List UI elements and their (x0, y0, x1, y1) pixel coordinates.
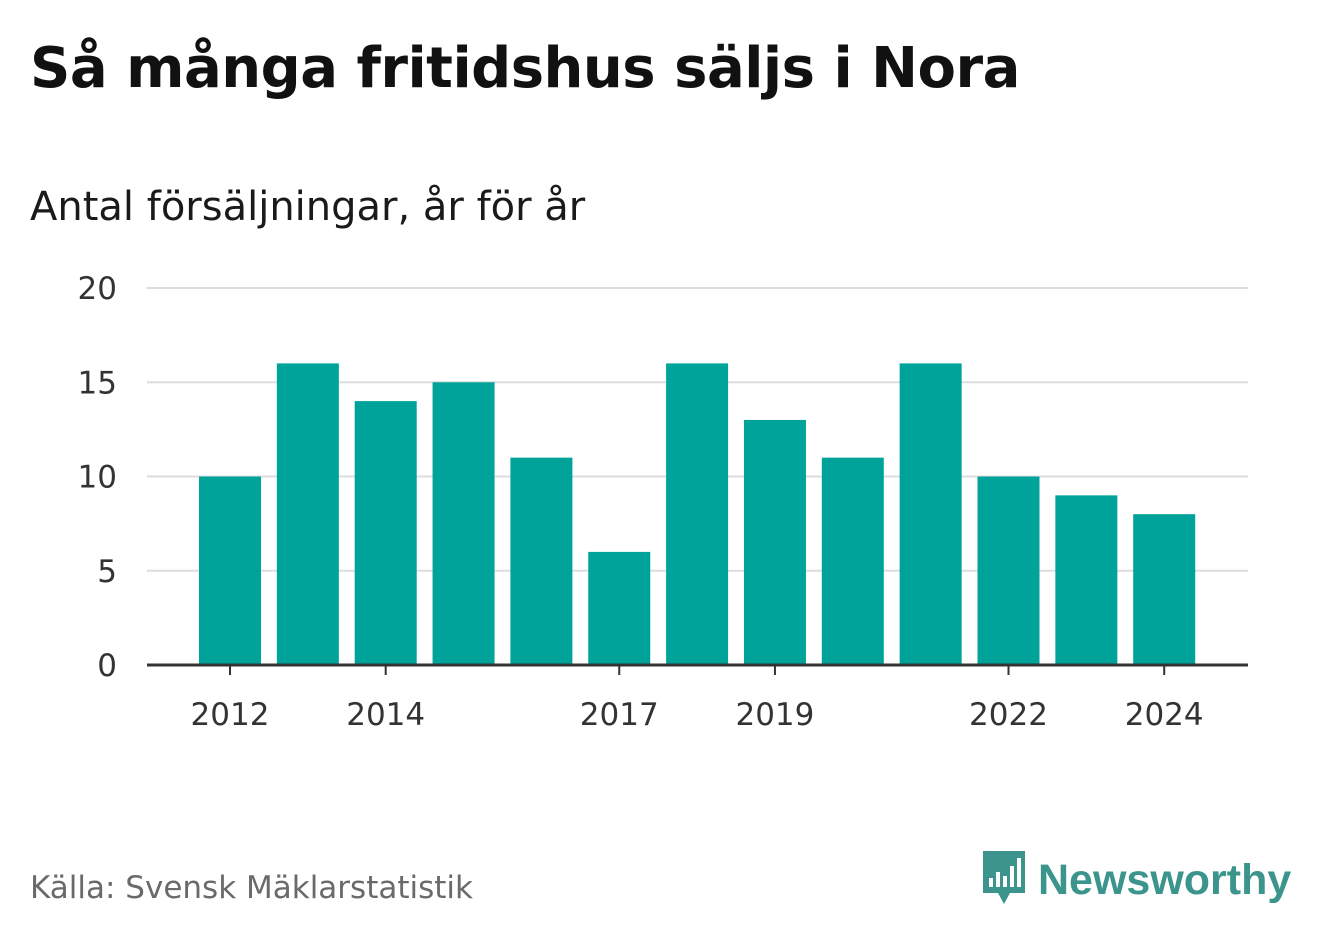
bar-chart-speech-bubble-icon (980, 848, 1028, 912)
bars (199, 363, 1196, 665)
newsworthy-logo: Newsworthy (980, 848, 1291, 912)
y-tick-label: 0 (97, 648, 117, 684)
bar-2017 (588, 551, 651, 665)
bar-2012 (199, 476, 261, 665)
bar-chart: 0 5 10 15 20 2012 2014 2017 2019 2022 2024 (78, 271, 1248, 733)
bar-2019 (743, 419, 806, 665)
x-tick-label: 2014 (346, 697, 425, 733)
bar-2015 (432, 382, 495, 665)
y-tick-label: 20 (78, 271, 117, 307)
y-tick-label: 5 (97, 554, 117, 590)
x-tick-label: 2024 (1125, 697, 1204, 733)
chart-title: Så många fritidshus säljs i Nora (30, 36, 1020, 101)
bar-2013 (276, 363, 339, 665)
x-axis-labels: 2012 2014 2017 2019 2022 2024 (191, 697, 1204, 733)
bar-2014 (354, 401, 417, 665)
bar-2020 (821, 457, 884, 665)
brand-name: Newsworthy (1038, 855, 1292, 904)
x-tick-label: 2012 (191, 697, 270, 733)
bar-2024 (1133, 514, 1196, 665)
x-tick-label: 2022 (969, 697, 1048, 733)
bar-2023 (1055, 495, 1118, 665)
y-axis-labels: 0 5 10 15 20 (78, 271, 117, 684)
y-tick-label: 10 (78, 460, 117, 496)
bar-2018 (666, 363, 729, 665)
bar-2021 (899, 363, 962, 665)
y-tick-label: 15 (78, 365, 117, 401)
x-tick-label: 2019 (735, 697, 814, 733)
x-axis (147, 663, 1248, 675)
x-tick-label: 2017 (580, 697, 659, 733)
bar-2022 (977, 476, 1040, 665)
bar-2016 (510, 457, 573, 665)
chart-subtitle: Antal försäljningar, år för år (30, 184, 586, 230)
source-note: Källa: Svensk Mäklarstatistik (30, 870, 473, 906)
